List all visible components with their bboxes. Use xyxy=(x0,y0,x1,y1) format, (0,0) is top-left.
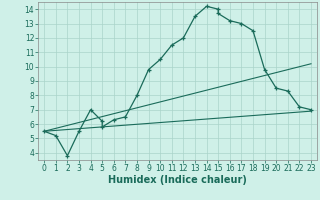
X-axis label: Humidex (Indice chaleur): Humidex (Indice chaleur) xyxy=(108,175,247,185)
